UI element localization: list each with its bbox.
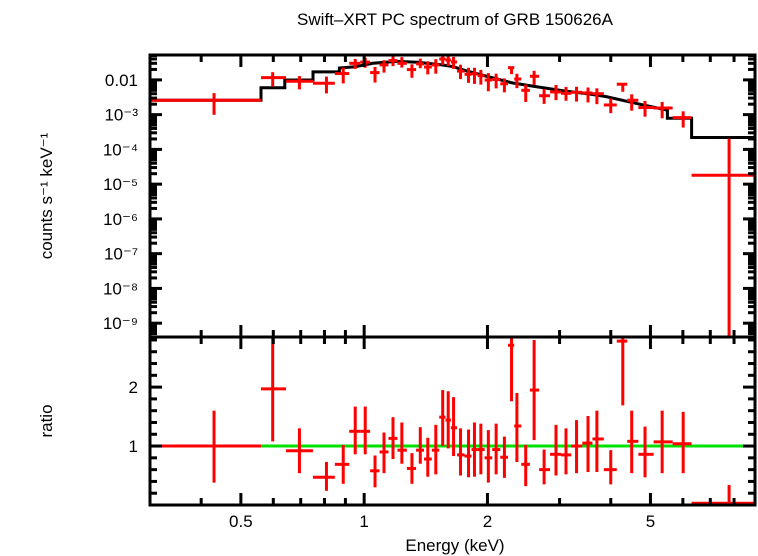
top-y-tick-label: 10⁻⁷: [104, 245, 138, 264]
x-tick-label: 2: [483, 512, 492, 531]
x-axis-label: Energy (keV): [405, 536, 504, 555]
top-y-tick-label: 10⁻³: [104, 106, 138, 125]
x-tick-label: 1: [359, 512, 368, 531]
top-y-tick-label: 10⁻⁴: [103, 140, 138, 159]
x-tick-label: 0.5: [229, 512, 253, 531]
x-tick-label: 5: [646, 512, 655, 531]
bottom-y-axis-label: ratio: [37, 404, 56, 437]
ratio-tick-label: 2: [129, 378, 138, 397]
chart-title: Swift–XRT PC spectrum of GRB 150626A: [297, 10, 614, 29]
ratio-tick-label: 1: [129, 437, 138, 456]
top-y-tick-label: 10⁻⁸: [103, 279, 138, 298]
top-y-tick-label: 10⁻⁹: [103, 314, 138, 333]
top-y-tick-label: 0.01: [105, 71, 138, 90]
top-y-axis-label: counts s⁻¹ keV⁻¹: [37, 132, 56, 259]
top-y-tick-label: 10⁻⁵: [103, 175, 138, 194]
top-y-tick-label: 10⁻⁶: [103, 210, 138, 229]
top-panel-frame: [148, 53, 757, 339]
